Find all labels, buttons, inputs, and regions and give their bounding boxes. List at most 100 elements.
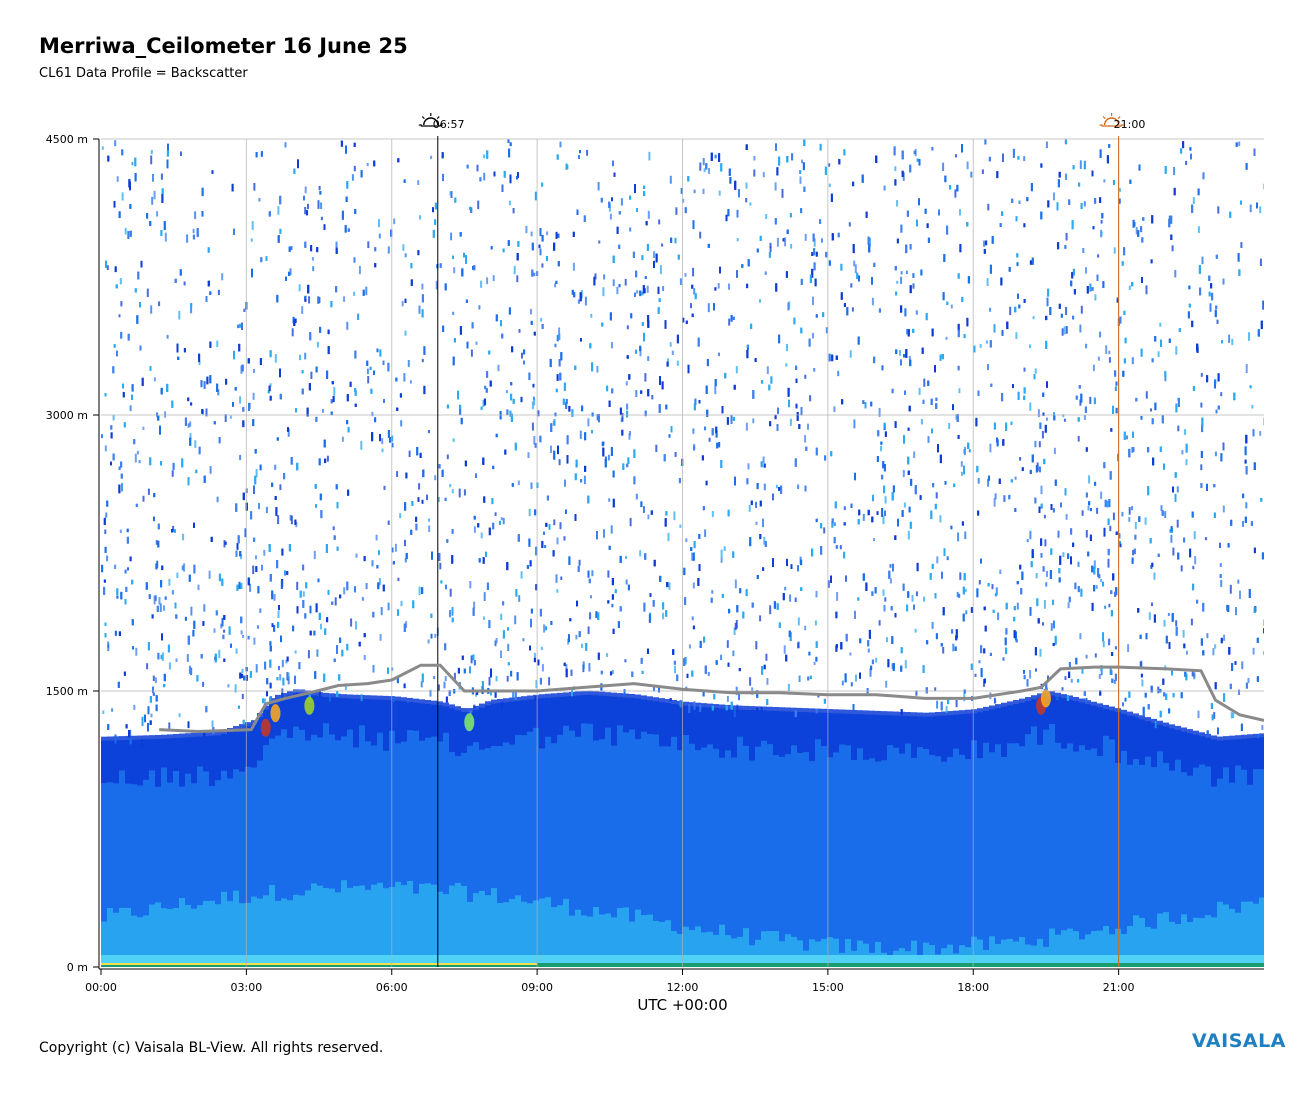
boundary-layer-fringe bbox=[551, 693, 557, 744]
surface-layer-column bbox=[431, 884, 437, 967]
noise-speckle bbox=[326, 455, 329, 462]
surface-layer-column bbox=[713, 934, 719, 967]
surface-layer-column bbox=[1067, 928, 1073, 967]
noise-speckle bbox=[435, 280, 438, 290]
noise-speckle bbox=[1251, 405, 1254, 409]
noise-speckle bbox=[717, 283, 720, 289]
surface-layer-base bbox=[419, 955, 425, 967]
surface-layer-column bbox=[551, 907, 557, 967]
noise-speckle bbox=[251, 221, 254, 230]
noise-speckle bbox=[707, 303, 710, 313]
noise-speckle bbox=[107, 644, 110, 652]
surface-layer-base bbox=[365, 955, 371, 967]
noise-speckle bbox=[111, 708, 114, 712]
noise-speckle bbox=[692, 582, 695, 589]
surface-layer-column bbox=[215, 904, 221, 967]
noise-speckle bbox=[1172, 547, 1175, 556]
noise-speckle bbox=[1249, 204, 1252, 213]
boundary-layer-fringe bbox=[965, 709, 971, 760]
noise-speckle bbox=[986, 278, 989, 287]
surface-layer-column bbox=[1019, 937, 1025, 967]
boundary-layer-column bbox=[827, 713, 833, 967]
noise-speckle bbox=[812, 296, 814, 306]
surface-layer-column bbox=[101, 921, 107, 967]
noise-speckle bbox=[883, 604, 886, 612]
boundary-layer-fringe bbox=[197, 732, 203, 767]
noise-speckle bbox=[688, 644, 691, 649]
noise-speckle bbox=[1201, 256, 1204, 265]
noise-speckle bbox=[679, 524, 682, 528]
noise-speckle bbox=[964, 588, 967, 593]
surface-layer-base bbox=[923, 955, 929, 967]
boundary-layer-fringe bbox=[233, 726, 239, 770]
boundary-layer-fringe bbox=[533, 694, 539, 728]
surface-layer-base bbox=[737, 955, 743, 967]
boundary-layer-fringe bbox=[491, 699, 497, 747]
noise-speckle bbox=[444, 676, 447, 682]
surface-layer-column bbox=[563, 898, 569, 967]
noise-speckle bbox=[939, 515, 942, 523]
boundary-layer-column bbox=[569, 695, 575, 967]
surface-layer-column bbox=[1127, 926, 1133, 967]
boundary-layer-column bbox=[983, 710, 989, 967]
noise-speckle bbox=[1259, 258, 1262, 266]
noise-speckle bbox=[181, 565, 184, 571]
noise-speckle bbox=[667, 532, 670, 542]
noise-speckle bbox=[894, 166, 897, 172]
noise-speckle bbox=[1018, 200, 1021, 204]
surface-layer-column bbox=[1157, 913, 1163, 967]
surface-layer-base bbox=[341, 955, 347, 967]
boundary-layer-column bbox=[617, 697, 623, 967]
surface-layer-base bbox=[731, 955, 737, 967]
noise-speckle bbox=[1043, 514, 1046, 519]
noise-speckle bbox=[261, 564, 263, 571]
boundary-layer-fringe bbox=[515, 696, 521, 735]
boundary-layer-column bbox=[1001, 706, 1007, 967]
noise-speckle bbox=[366, 368, 369, 375]
noise-speckle bbox=[679, 278, 682, 285]
surface-layer-column bbox=[695, 926, 701, 967]
noise-speckle bbox=[453, 672, 456, 682]
noise-speckle bbox=[960, 471, 963, 476]
boundary-layer-column bbox=[773, 710, 779, 967]
noise-speckle bbox=[1029, 402, 1032, 411]
noise-speckle bbox=[290, 515, 293, 525]
noise-speckle bbox=[530, 482, 533, 489]
noise-speckle bbox=[850, 283, 853, 288]
noise-speckle bbox=[147, 488, 150, 495]
noise-speckle bbox=[190, 305, 193, 314]
noise-speckle bbox=[836, 592, 839, 601]
noise-speckle bbox=[119, 529, 122, 533]
noise-speckle bbox=[580, 289, 583, 299]
noise-speckle bbox=[979, 344, 982, 348]
noise-speckle bbox=[406, 699, 409, 703]
surface-layer-column bbox=[581, 915, 587, 967]
noise-speckle bbox=[486, 277, 489, 285]
boundary-layer-column bbox=[635, 698, 641, 967]
boundary-layer-column bbox=[443, 706, 449, 967]
boundary-layer-column bbox=[743, 709, 749, 967]
boundary-layer-fringe bbox=[1025, 697, 1031, 735]
surface-layer-base bbox=[1049, 955, 1055, 967]
noise-speckle bbox=[428, 518, 430, 522]
surface-layer-base bbox=[149, 955, 155, 967]
surface-layer-base bbox=[1241, 955, 1247, 967]
noise-speckle bbox=[718, 352, 720, 357]
boundary-layer-fringe bbox=[1109, 706, 1115, 740]
noise-speckle bbox=[198, 361, 201, 365]
boundary-layer-fringe bbox=[617, 693, 623, 726]
boundary-layer-column bbox=[1199, 736, 1205, 967]
noise-speckle bbox=[728, 318, 731, 326]
boundary-layer-column bbox=[521, 700, 527, 967]
noise-speckle bbox=[187, 423, 190, 428]
noise-speckle bbox=[240, 365, 243, 374]
boundary-layer-fringe bbox=[371, 695, 377, 746]
noise-speckle bbox=[531, 401, 534, 410]
boundary-layer-fringe bbox=[1103, 704, 1109, 736]
boundary-layer-column bbox=[875, 714, 881, 967]
noise-speckle bbox=[540, 318, 543, 322]
boundary-layer-fringe bbox=[959, 710, 965, 755]
noise-speckle bbox=[849, 350, 852, 358]
boundary-layer-fringe bbox=[605, 692, 611, 728]
surface-layer-base bbox=[413, 955, 419, 967]
